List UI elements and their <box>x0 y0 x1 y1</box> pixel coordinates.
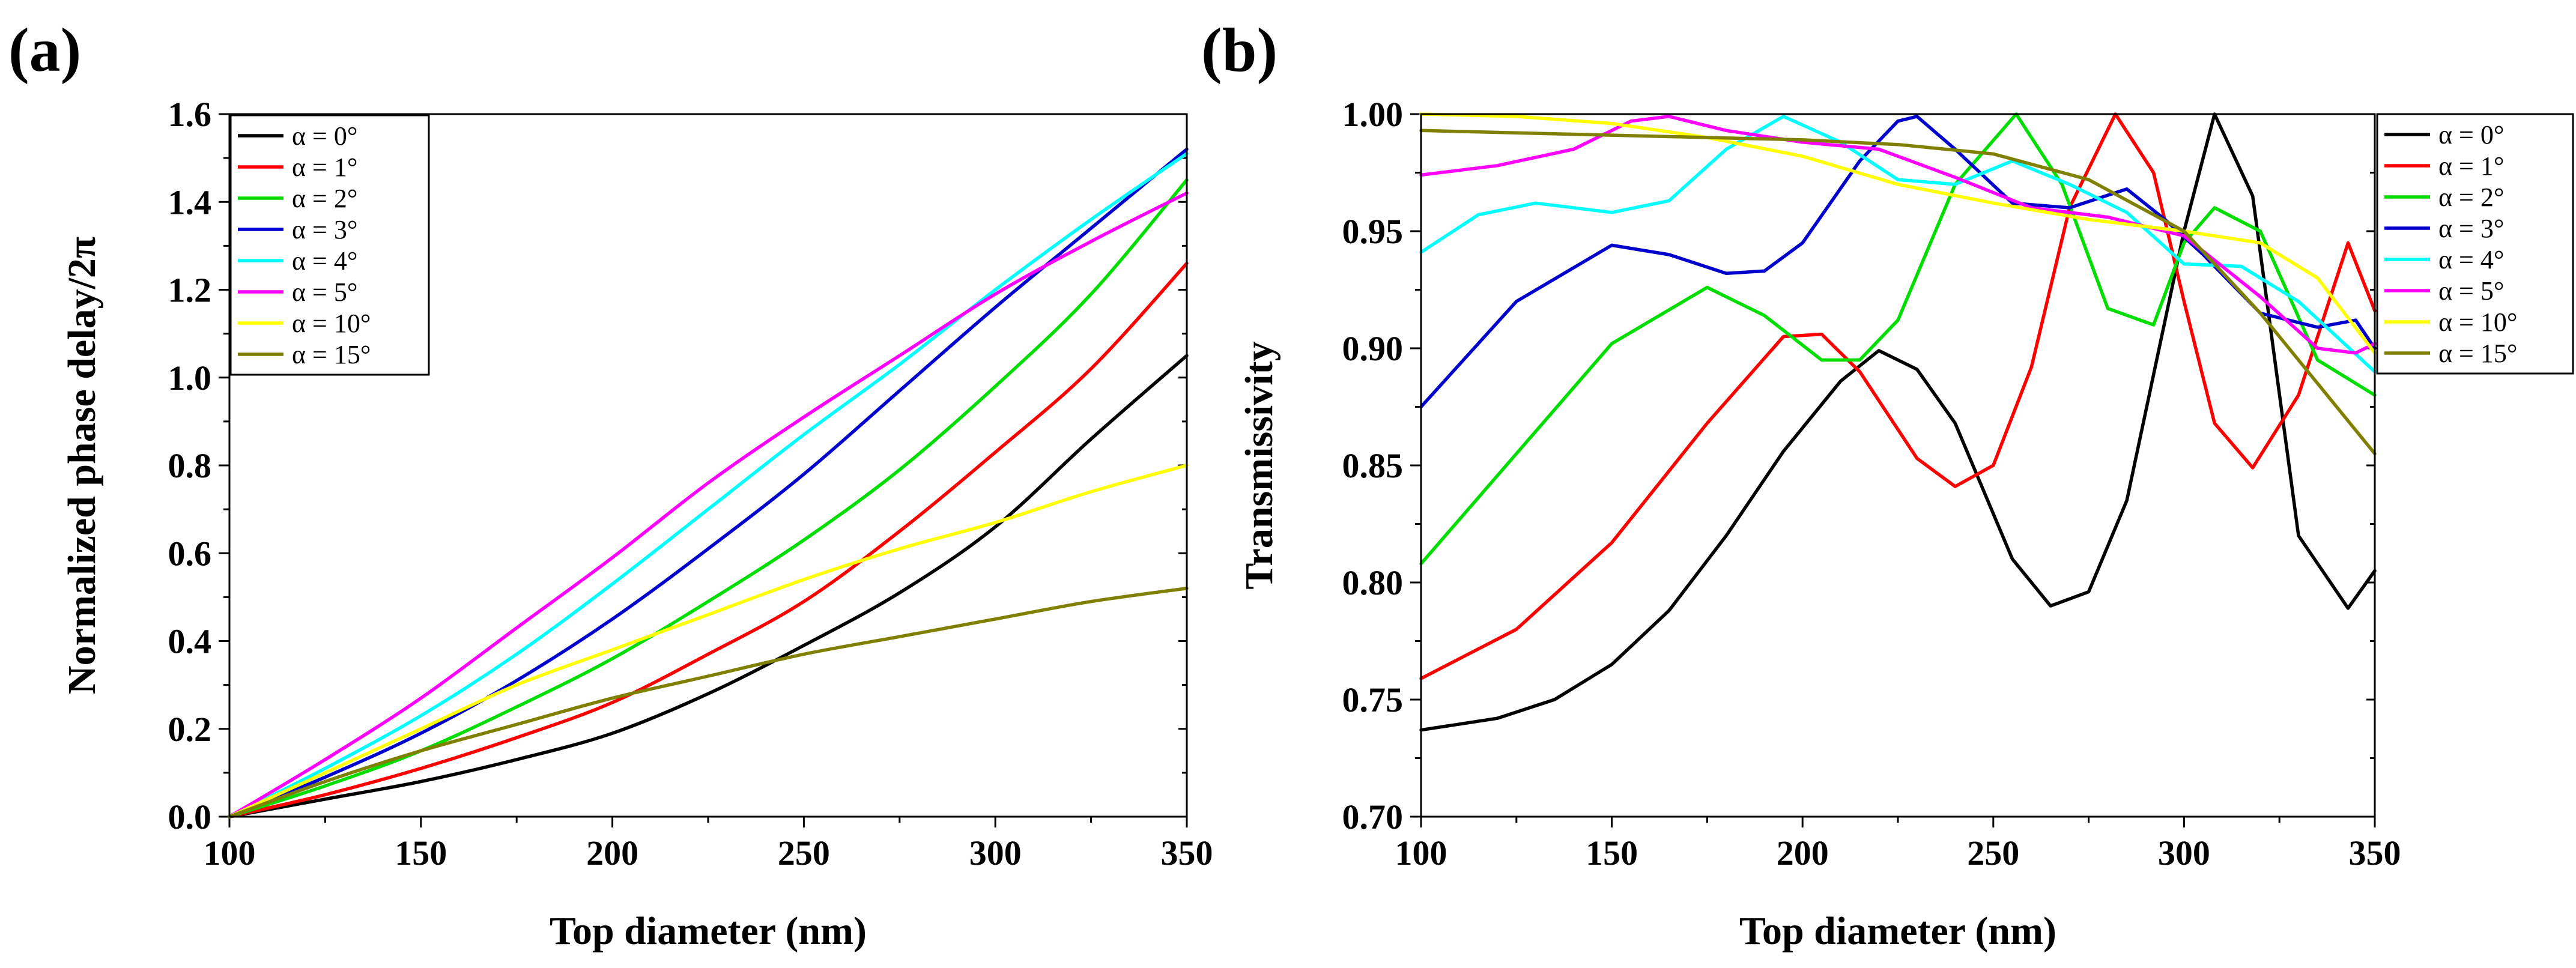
b-series-line-2 <box>1419 112 2377 566</box>
b-x-tick-label: 150 <box>1586 833 1638 873</box>
b-y-tick-label: 1.00 <box>1342 95 1404 134</box>
panel-b-legend: α = 0°α = 1°α = 2°α = 3°α = 4°α = 5°α = … <box>2376 113 2574 375</box>
a-y-tick-label: 0.2 <box>168 710 212 749</box>
b-x-tick-label: 300 <box>2158 833 2210 873</box>
a-series-line-2 <box>228 178 1189 818</box>
a-series-line-0 <box>228 354 1189 818</box>
b-legend-box <box>2376 113 2574 375</box>
a-y-tick-label: 0.6 <box>168 534 212 573</box>
a-x-tick-label: 300 <box>969 833 1022 873</box>
panel-a-label: (a) <box>8 16 81 85</box>
b-legend-label-1: α = 1° <box>2438 151 2504 181</box>
panel-b-transmissivity-chart: (b) 100 150 200 250 300 350 0.70 0.75 0.80 0.85 0.… <box>1201 16 2574 953</box>
a-legend-label-7: α = 15° <box>292 340 371 369</box>
b-y-tick-label: 0.80 <box>1342 563 1404 602</box>
panel-a-y-axis-title: Normalized phase delay/2π <box>60 237 104 694</box>
b-legend-label-4: α = 4° <box>2438 245 2504 274</box>
panel-a-x-axis-title: Top diameter (nm) <box>550 909 867 953</box>
b-x-tick-label: 350 <box>2349 833 2401 873</box>
b-legend-label-7: α = 15° <box>2438 339 2517 368</box>
b-x-tick-label: 200 <box>1777 833 1829 873</box>
a-legend-label-0: α = 0° <box>292 121 357 151</box>
panel-b-series <box>1419 112 2377 732</box>
b-y-tick-label: 0.95 <box>1342 212 1404 251</box>
panel-b-axes: 100 150 200 250 300 350 0.70 0.75 0.80 0.85 0.90 0.… <box>1342 95 2401 873</box>
a-legend-label-1: α = 1° <box>292 153 357 182</box>
a-y-tick-label: 1.0 <box>168 358 212 398</box>
a-x-tick-label: 100 <box>204 833 256 873</box>
a-legend-label-3: α = 3° <box>292 215 357 244</box>
a-legend-label-4: α = 4° <box>292 246 357 276</box>
b-legend-label-2: α = 2° <box>2438 183 2504 212</box>
panel-a-phase-delay-chart: (a) 100 150 200 250 300 350 0.0 0.2 0.4 0.6 0.8 1.0… <box>8 16 1213 953</box>
a-y-tick-label: 1.4 <box>168 183 212 222</box>
b-series-line-1 <box>1419 112 2377 680</box>
a-y-tick-label: 0.8 <box>168 446 212 485</box>
b-y-tick-label: 0.90 <box>1342 329 1404 368</box>
panel-a-series <box>228 147 1189 818</box>
a-y-tick-label: 0.4 <box>168 622 212 661</box>
a-series-line-7 <box>228 587 1189 818</box>
a-series-line-1 <box>228 261 1189 818</box>
b-x-tick-label: 250 <box>1967 833 2019 873</box>
b-series-line-0 <box>1419 112 2377 732</box>
a-series-line-4 <box>228 152 1189 818</box>
b-y-tick-label: 0.70 <box>1342 797 1404 836</box>
b-x-tick-label: 100 <box>1395 833 1447 873</box>
b-legend-label-3: α = 3° <box>2438 214 2504 243</box>
panel-a-legend: α = 0°α = 1°α = 2°α = 3°α = 4°α = 5°α = … <box>229 114 430 376</box>
panel-b-x-axis-title: Top diameter (nm) <box>1739 909 2056 953</box>
panel-a-axes: 100 150 200 250 300 350 0.0 0.2 0.4 0.6 0.8 1.0 1.2 1… <box>168 95 1213 873</box>
b-legend-label-0: α = 0° <box>2438 120 2504 150</box>
a-legend-label-6: α = 10° <box>292 309 371 338</box>
panel-b-label: (b) <box>1201 16 1277 85</box>
a-legend-label-2: α = 2° <box>292 184 357 213</box>
a-x-tick-label: 200 <box>586 833 638 873</box>
a-series-line-5 <box>228 191 1189 818</box>
a-y-tick-label: 1.2 <box>168 271 212 310</box>
a-x-tick-label: 250 <box>778 833 830 873</box>
b-legend-label-6: α = 10° <box>2438 307 2517 337</box>
a-x-tick-label: 350 <box>1161 833 1213 873</box>
b-y-tick-label: 0.75 <box>1342 680 1404 719</box>
a-legend-box <box>229 114 430 376</box>
b-y-tick-label: 0.85 <box>1342 446 1404 485</box>
a-legend-label-5: α = 5° <box>292 277 357 307</box>
panel-a-plot-frame <box>228 113 1188 818</box>
panel-b-y-axis-title: Transmissivity <box>1237 341 1281 589</box>
panel-b-plot-frame <box>1420 113 2376 818</box>
a-series-line-6 <box>228 464 1189 818</box>
b-legend-label-5: α = 5° <box>2438 276 2504 306</box>
b-series-line-4 <box>1419 115 2377 374</box>
b-series-line-7 <box>1419 129 2377 456</box>
a-y-tick-label: 0.0 <box>168 797 212 836</box>
a-series-line-3 <box>228 147 1189 818</box>
b-series-line-6 <box>1419 112 2377 355</box>
a-x-tick-label: 150 <box>395 833 447 873</box>
a-y-tick-label: 1.6 <box>168 95 212 134</box>
